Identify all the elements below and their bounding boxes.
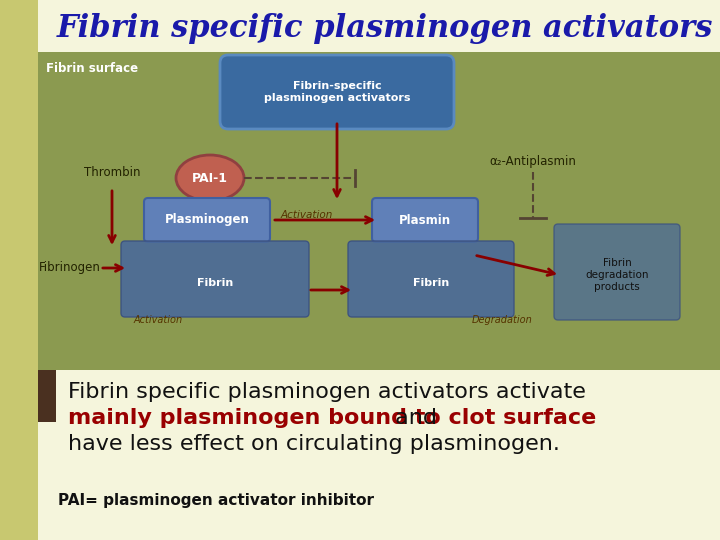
Text: Fibrin: Fibrin [413, 278, 449, 288]
Bar [38, 370, 720, 540]
Text: Degradation: Degradation [472, 315, 532, 325]
Text: α₂-Antiplasmin: α₂-Antiplasmin [490, 156, 577, 168]
FancyBboxPatch shape [144, 198, 270, 242]
Bar [0, 0, 38, 540]
Text: Thrombin: Thrombin [84, 165, 140, 179]
FancyBboxPatch shape [372, 198, 478, 242]
Text: Plasmin: Plasmin [399, 213, 451, 226]
Text: Activation: Activation [281, 210, 333, 220]
Text: mainly plasminogen bound to clot surface: mainly plasminogen bound to clot surface [68, 408, 596, 428]
Text: have less effect on circulating plasminogen.: have less effect on circulating plasmino… [68, 434, 560, 454]
Text: Fibrin specific plasminogen activators activate: Fibrin specific plasminogen activators a… [68, 382, 586, 402]
Text: and: and [388, 408, 437, 428]
FancyBboxPatch shape [220, 55, 454, 129]
Text: Fibrin: Fibrin [197, 278, 233, 288]
Text: Activation: Activation [133, 315, 183, 325]
FancyBboxPatch shape [348, 241, 514, 317]
Text: Plasminogen: Plasminogen [165, 213, 249, 226]
Ellipse shape [176, 155, 244, 201]
Text: Fibrin
degradation
products: Fibrin degradation products [585, 259, 649, 292]
Bar [38, 52, 720, 370]
FancyBboxPatch shape [554, 224, 680, 320]
Text: Fibrin specific plasminogen activators: Fibrin specific plasminogen activators [57, 12, 714, 44]
FancyBboxPatch shape [121, 241, 309, 317]
Bar [38, 370, 56, 422]
Text: Fibrinogen: Fibrinogen [39, 261, 101, 274]
Text: Fibrin-specific
plasminogen activators: Fibrin-specific plasminogen activators [264, 81, 410, 103]
Text: PAI= plasminogen activator inhibitor: PAI= plasminogen activator inhibitor [58, 492, 374, 508]
Text: PAI-1: PAI-1 [192, 172, 228, 185]
Text: Fibrin surface: Fibrin surface [46, 62, 138, 75]
